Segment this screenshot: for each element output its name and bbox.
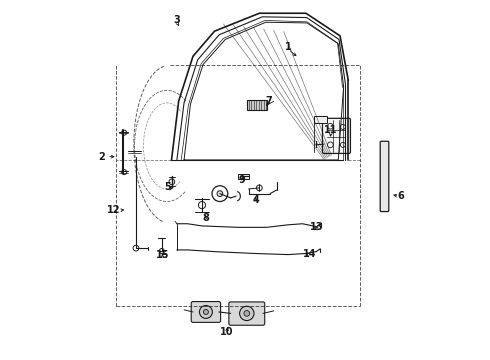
Text: 9: 9 xyxy=(238,175,245,185)
Text: 4: 4 xyxy=(252,195,259,205)
Text: 2: 2 xyxy=(98,152,105,162)
Circle shape xyxy=(199,306,212,319)
Bar xyxy=(247,100,267,110)
Circle shape xyxy=(244,311,250,316)
FancyBboxPatch shape xyxy=(380,141,389,212)
Circle shape xyxy=(159,248,164,253)
Text: 13: 13 xyxy=(310,222,323,231)
Text: 12: 12 xyxy=(107,206,121,216)
Text: 5: 5 xyxy=(165,182,172,192)
FancyBboxPatch shape xyxy=(191,302,220,322)
Text: 15: 15 xyxy=(156,250,169,260)
Text: 11: 11 xyxy=(324,125,338,135)
Circle shape xyxy=(240,306,254,320)
FancyBboxPatch shape xyxy=(322,118,350,153)
Bar xyxy=(238,174,248,179)
Text: 7: 7 xyxy=(265,96,271,106)
Text: 10: 10 xyxy=(220,327,234,337)
Bar xyxy=(314,116,327,123)
Circle shape xyxy=(203,310,208,315)
Text: 3: 3 xyxy=(173,15,180,26)
Text: 1: 1 xyxy=(285,42,292,52)
FancyBboxPatch shape xyxy=(229,302,265,325)
Text: 6: 6 xyxy=(397,191,404,201)
Circle shape xyxy=(217,191,223,197)
Text: 8: 8 xyxy=(202,213,209,222)
Text: 14: 14 xyxy=(303,248,317,258)
Circle shape xyxy=(133,245,139,251)
